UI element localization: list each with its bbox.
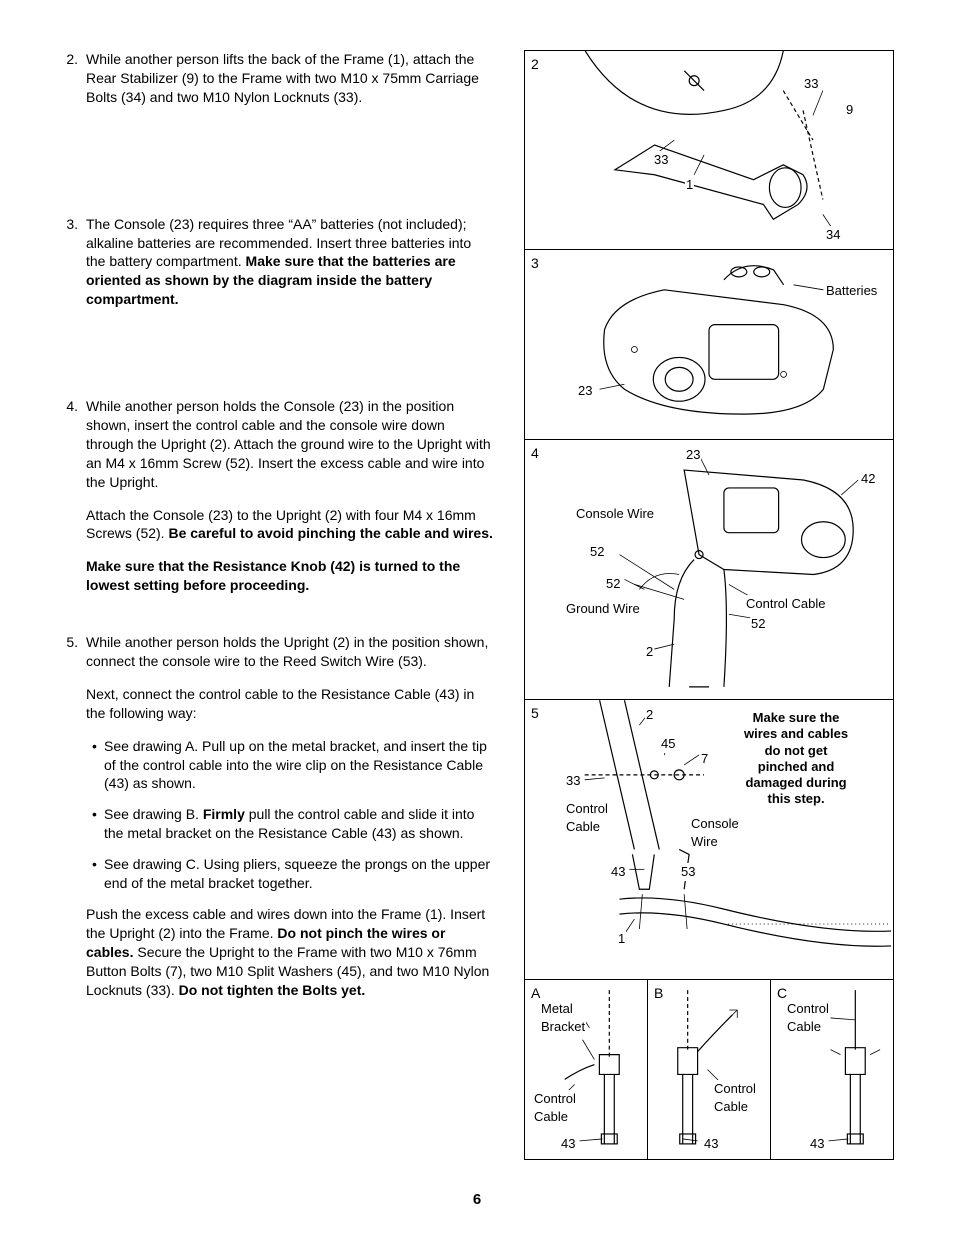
step-5: 5. While another person holds the Uprigh… <box>60 633 494 999</box>
callout-34: 34 <box>825 226 841 244</box>
diagram-letter: A <box>531 984 540 1003</box>
bullet: •See drawing C. Using pliers, squeeze th… <box>86 855 494 893</box>
callout-42: 42 <box>860 470 876 488</box>
page-layout: 2. While another person lifts the back o… <box>60 50 894 1160</box>
callout-1: 1 <box>617 930 626 948</box>
diagram-abc: A Metal Bracket Control Cable 43 <box>524 980 894 1160</box>
callout-43: 43 <box>610 863 626 881</box>
diagram-4-art <box>525 440 893 699</box>
diagram-column: 2 33 9 33 1 34 3 <box>524 50 894 1160</box>
step-text: While another person lifts the back of t… <box>86 50 494 107</box>
step-text: Push the excess cable and wires down int… <box>86 905 494 999</box>
text-column: 2. While another person lifts the back o… <box>60 50 504 1160</box>
diagram-4: 4 23 42 Console Wire <box>524 440 894 700</box>
callout-2: 2 <box>645 706 654 724</box>
step-number: 3. <box>60 215 86 309</box>
step-body: The Console (23) requires three “AA” bat… <box>86 215 494 309</box>
diagram-number: 5 <box>531 704 539 723</box>
callout-33: 33 <box>653 151 669 169</box>
callout-console-wire: Console Wire <box>575 505 655 523</box>
bullet: •See drawing B. Firmly pull the control … <box>86 805 494 843</box>
page-number: 6 <box>60 1190 894 1210</box>
callout-33: 33 <box>803 75 819 93</box>
callout-23: 23 <box>577 382 593 400</box>
diagram-b-art <box>648 980 770 1159</box>
diagram-number: 2 <box>531 55 539 74</box>
callout-control-cable: Control Cable <box>713 1080 757 1115</box>
step-body: While another person lifts the back of t… <box>86 50 494 107</box>
step-4: 4. While another person holds the Consol… <box>60 397 494 595</box>
warning-text: Make sure the wires and cables do not ge… <box>743 710 849 808</box>
callout-52: 52 <box>589 543 605 561</box>
callout-batteries: Batteries <box>825 282 878 300</box>
callout-2: 2 <box>645 643 654 661</box>
step-text-bold: Make sure that the Resistance Knob (42) … <box>86 557 494 595</box>
diagram-c: C Control Cable 43 <box>771 980 893 1159</box>
step-text: Next, connect the control cable to the R… <box>86 685 494 723</box>
callout-console-wire: Console Wire <box>690 815 740 850</box>
step-body: While another person holds the Console (… <box>86 397 494 595</box>
diagram-a: A Metal Bracket Control Cable 43 <box>525 980 648 1159</box>
callout-43: 43 <box>703 1135 719 1153</box>
step-text: Attach the Console (23) to the Upright (… <box>86 506 494 544</box>
callout-control-cable: Control Cable <box>786 1000 830 1035</box>
diagram-2-art <box>525 51 893 249</box>
diagram-3-art <box>525 250 893 439</box>
callout-9: 9 <box>845 101 854 119</box>
step-number: 4. <box>60 397 86 595</box>
callout-33: 33 <box>565 772 581 790</box>
diagram-5: 5 2 <box>524 700 894 980</box>
callout-1: 1 <box>685 176 694 194</box>
callout-43: 43 <box>560 1135 576 1153</box>
step-3: 3. The Console (23) requires three “AA” … <box>60 215 494 309</box>
step-2: 2. While another person lifts the back o… <box>60 50 494 107</box>
callout-control-cable: Control Cable <box>745 595 827 613</box>
callout-metal-bracket: Metal Bracket <box>540 1000 586 1035</box>
step-body: While another person holds the Upright (… <box>86 633 494 999</box>
diagram-number: 3 <box>531 254 539 273</box>
callout-23: 23 <box>685 446 701 464</box>
step-text: While another person holds the Console (… <box>86 397 494 491</box>
callout-control-cable: Control Cable <box>533 1090 577 1125</box>
step-number: 5. <box>60 633 86 999</box>
callout-45: 45 <box>660 735 676 753</box>
bullet: •See drawing A. Pull up on the metal bra… <box>86 737 494 794</box>
callout-52: 52 <box>750 615 766 633</box>
callout-43: 43 <box>809 1135 825 1153</box>
callout-7: 7 <box>700 750 709 768</box>
diagram-b: B Control Cable 43 <box>648 980 771 1159</box>
diagram-letter: B <box>654 984 663 1003</box>
diagram-2: 2 33 9 33 1 34 <box>524 50 894 250</box>
diagram-number: 4 <box>531 444 539 463</box>
callout-52: 52 <box>605 575 621 593</box>
diagram-3: 3 Batteries 23 <box>524 250 894 440</box>
step-text: While another person holds the Upright (… <box>86 633 494 671</box>
step-number: 2. <box>60 50 86 107</box>
step-text: The Console (23) requires three “AA” bat… <box>86 215 494 309</box>
callout-control-cable: Control Cable <box>565 800 609 835</box>
callout-ground-wire: Ground Wire <box>565 600 641 618</box>
callout-53: 53 <box>680 863 696 881</box>
